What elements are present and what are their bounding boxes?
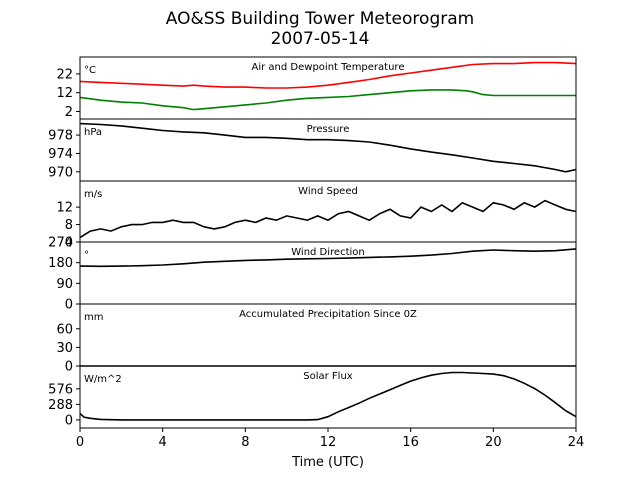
panel-0-ytick-label-0: 2 <box>65 105 73 120</box>
panel-0-title: Air and Dewpoint Temperature <box>252 62 405 73</box>
panel-3-ytick-label-2: 180 <box>48 256 73 271</box>
x-tick-label-2: 8 <box>241 435 249 450</box>
panel-3-title: Wind Direction <box>291 247 365 258</box>
panel-1-ytick-label-0: 970 <box>48 165 73 180</box>
panel-2: 4 8 12 Wind Speed m/s <box>56 180 577 251</box>
panel-5-title: Solar Flux <box>303 371 353 382</box>
panel-5-ytick-label-2: 576 <box>48 382 73 397</box>
panel-0-series-1 <box>79 89 576 111</box>
panel-4-unit: mm <box>84 312 103 323</box>
x-tick-label-6: 24 <box>568 435 585 450</box>
panel-5-unit: W/m^2 <box>84 374 122 385</box>
panel-2-ytick-label-0: 4 <box>65 236 73 251</box>
panel-4-ytick-label-2: 60 <box>56 322 73 337</box>
x-tick-label-1: 4 <box>159 435 167 450</box>
panel-0: 2 12 22 Air and Dewpoint Temperature °C <box>56 56 577 120</box>
panel-0-series-0 <box>79 61 577 89</box>
panel-0-ytick-label-1: 12 <box>56 86 73 101</box>
x-tick-label-5: 20 <box>485 435 502 450</box>
panel-2-ytick-label-1: 8 <box>65 218 73 233</box>
panel-2-ytick-label-2: 12 <box>56 201 73 216</box>
panel-1-series-0 <box>79 122 577 173</box>
panel-1: 970 974 978 Pressure hPa <box>48 118 577 182</box>
panel-3-ytick-label-1: 90 <box>56 277 73 292</box>
chart-subtitle: 2007-05-14 <box>271 29 370 49</box>
panel-0-ytick-label-2: 22 <box>56 67 73 82</box>
chart-title: AO&SS Building Tower Meteorogram <box>166 9 474 29</box>
panel-4-title: Accumulated Precipitation Since 0Z <box>239 309 417 320</box>
panel-3: 0 90 180 270 Wind Direction ° <box>48 236 577 313</box>
panel-4: 0 30 60 Accumulated Precipitation Since 0Z m… <box>56 303 577 375</box>
panel-2-series-0 <box>79 199 577 239</box>
panel-1-title: Pressure <box>307 124 350 135</box>
panel-3-ytick-label-0: 0 <box>65 298 73 313</box>
x-tick-label-3: 12 <box>320 435 337 450</box>
panel-2-title: Wind Speed <box>298 186 358 197</box>
panel-3-series-0 <box>79 248 577 268</box>
x-axis-label: Time (UTC) <box>291 455 364 470</box>
panel-1-ytick-label-1: 974 <box>48 147 73 162</box>
panel-5-series-0 <box>79 371 577 421</box>
panel-3-ytick-label-3: 270 <box>48 236 73 251</box>
x-tick-label-0: 0 <box>76 435 84 450</box>
panel-1-ytick-label-2: 978 <box>48 129 73 144</box>
panel-5-ytick-label-0: 0 <box>65 413 73 428</box>
x-tick-label-4: 16 <box>402 435 419 450</box>
x-axis: 0 4 8 12 16 20 24 <box>76 428 584 450</box>
panel-1-unit: hPa <box>84 127 102 138</box>
panel-4-ytick-label-1: 30 <box>56 341 73 356</box>
panel-3-unit: ° <box>84 250 89 261</box>
panel-2-unit: m/s <box>84 189 102 200</box>
panel-4-ytick-label-0: 0 <box>65 360 73 375</box>
panel-0-unit: °C <box>84 65 96 76</box>
panel-5-ytick-label-1: 288 <box>48 398 73 413</box>
